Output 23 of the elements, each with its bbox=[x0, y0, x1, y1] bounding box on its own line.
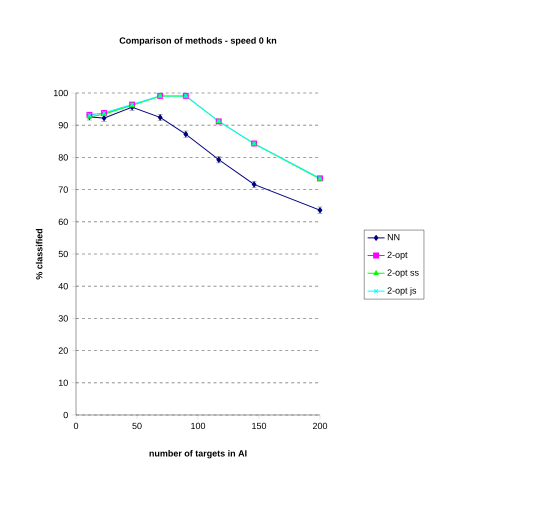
y-tick-label: 80 bbox=[58, 154, 68, 161]
y-tick-label: 90 bbox=[58, 122, 68, 128]
legend-label: 2-opt ss bbox=[388, 269, 419, 278]
y-tick-label: 0 bbox=[64, 412, 68, 418]
y-tick-label: 70 bbox=[58, 186, 68, 193]
chart-title: Comparison of methods - speed 0 kn bbox=[120, 37, 276, 46]
y-tick-label: 20 bbox=[58, 347, 68, 354]
y-axis-title: % classified bbox=[36, 228, 42, 280]
y-tick-label: 50 bbox=[58, 250, 68, 258]
y-tick-label: 60 bbox=[58, 218, 68, 225]
legend-label: 2-opt js bbox=[388, 287, 416, 296]
x-tick-label: 0 bbox=[74, 422, 78, 430]
legend-label: NN bbox=[388, 234, 400, 240]
x-tick-label: 50 bbox=[132, 422, 142, 430]
x-tick-label: 150 bbox=[252, 422, 266, 430]
y-tick-label: 100 bbox=[54, 90, 68, 96]
x-tick-label: 100 bbox=[191, 422, 206, 430]
legend-label: 2-opt bbox=[388, 252, 408, 260]
y-tick-label: 40 bbox=[58, 283, 68, 290]
y-tick-label: 10 bbox=[58, 380, 68, 386]
y-tick-label: 30 bbox=[58, 315, 68, 322]
x-axis-title: number of targets in AI bbox=[150, 450, 246, 458]
x-tick-label: 200 bbox=[312, 422, 328, 430]
